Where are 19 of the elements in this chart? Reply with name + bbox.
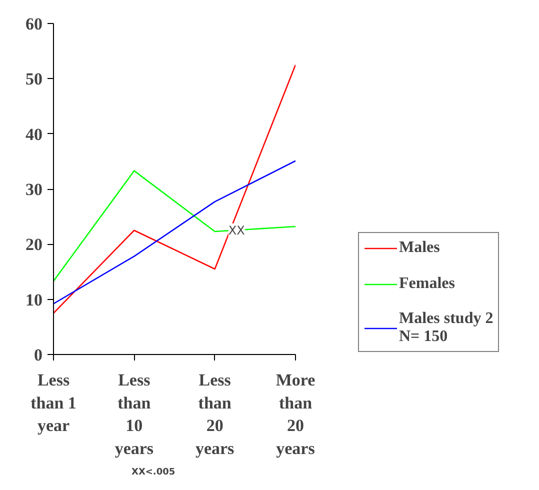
y-tick-label: 30 bbox=[26, 180, 42, 199]
y-tick-label: 50 bbox=[26, 70, 42, 89]
y-tick-label: 60 bbox=[26, 14, 42, 34]
x-tick-label: More than 20 years bbox=[276, 370, 316, 458]
legend-label: Females bbox=[399, 275, 455, 293]
y-tick-label: 40 bbox=[26, 124, 42, 144]
y-tick-label: 0 bbox=[34, 346, 42, 364]
x-tick-label: Less than 10 years bbox=[114, 370, 154, 458]
line-series bbox=[54, 170, 296, 282]
line-series bbox=[54, 64, 296, 314]
x-tick-label: Less than 1 year bbox=[30, 370, 76, 436]
line-series bbox=[54, 160, 296, 304]
y-tick-label: 20 bbox=[26, 235, 42, 254]
annotation: XX bbox=[228, 223, 245, 238]
y-tick-label: 10 bbox=[26, 290, 42, 310]
text: XX<.005 bbox=[132, 468, 176, 478]
legend-label: Males study 2 N= 150 bbox=[399, 310, 494, 346]
x-tick-label: Less than 20 years bbox=[195, 370, 235, 458]
legend-label: Males bbox=[399, 239, 440, 257]
